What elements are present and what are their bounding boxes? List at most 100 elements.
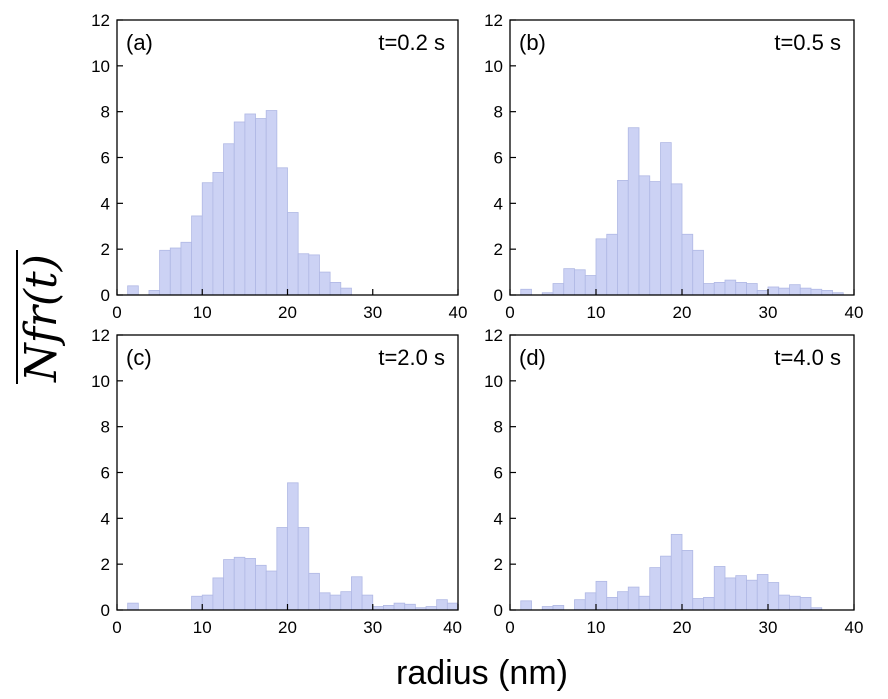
histogram-bar	[670, 183, 683, 296]
histogram-bar	[244, 113, 256, 296]
x-tick-label: 30	[363, 618, 382, 637]
histogram-bar	[233, 121, 246, 296]
histogram-bar	[746, 579, 758, 611]
histogram-bar	[265, 570, 278, 611]
histogram-bar	[148, 290, 161, 296]
x-tick-label: 40	[449, 303, 468, 322]
histogram-panel: 0 2 4 6 8 10 12 0 10 20 30 40 (d) t=4.0 s	[484, 326, 863, 637]
panel-label: (d)	[519, 345, 546, 370]
histogram-bar	[713, 566, 726, 611]
histogram-bar	[799, 287, 812, 296]
histogram-bar	[297, 253, 310, 296]
histogram-bar	[340, 287, 352, 296]
histogram-bar	[276, 527, 288, 611]
histogram-bar	[756, 290, 769, 296]
histogram-bar	[692, 598, 704, 611]
histogram-bar	[223, 143, 235, 296]
histogram-bar	[351, 576, 363, 611]
histogram-bar	[287, 482, 299, 611]
histogram-bar	[436, 599, 448, 611]
y-tick-label: 6	[101, 149, 110, 168]
y-tick-label: 2	[494, 240, 503, 259]
histogram-bar	[584, 592, 597, 611]
y-tick-label: 2	[101, 555, 110, 574]
histogram-bar	[627, 127, 640, 296]
y-tick-label: 4	[101, 509, 110, 528]
time-label: t=2.0 s	[378, 345, 445, 370]
x-tick-label: 20	[278, 303, 297, 322]
y-tick-label: 12	[484, 11, 503, 30]
histogram-panel: 0 2 4 6 8 10 12 0 10 20 30 40 (a) t=0.2 s	[91, 11, 467, 322]
histogram-bar	[127, 602, 139, 611]
x-tick-label: 10	[587, 303, 606, 322]
histogram-bar	[703, 597, 715, 611]
y-tick-label: 2	[101, 240, 110, 259]
histogram-bar	[383, 605, 395, 611]
histogram-bar	[789, 595, 801, 611]
histogram-bar	[212, 171, 224, 296]
histogram-bar	[735, 281, 747, 296]
histogram-bar	[319, 271, 331, 296]
x-tick-label: 0	[505, 303, 514, 322]
y-tick-label: 0	[101, 286, 110, 305]
histogram-bar	[778, 594, 790, 611]
x-axis-label: radius (nm)	[396, 654, 568, 692]
histogram-bar	[287, 212, 299, 296]
histogram-bar	[692, 249, 704, 296]
histogram-bar	[756, 574, 769, 611]
y-tick-label: 4	[494, 509, 503, 528]
x-tick-label: 40	[845, 303, 864, 322]
y-tick-label: 2	[494, 555, 503, 574]
histogram-bar	[638, 175, 651, 296]
y-tick-label: 8	[101, 418, 110, 437]
y-tick-label: 10	[484, 372, 503, 391]
histogram-bar	[520, 288, 532, 296]
histogram-bar	[276, 167, 288, 296]
histogram-bar	[767, 582, 780, 611]
histogram-bar	[617, 591, 629, 611]
histogram-bar	[329, 281, 342, 296]
histogram-bar	[670, 533, 683, 611]
time-label: t=0.5 s	[774, 30, 841, 55]
time-label: t=4.0 s	[774, 345, 841, 370]
histogram-bar	[595, 580, 608, 611]
histogram-bar	[159, 249, 171, 296]
x-tick-label: 10	[587, 618, 606, 637]
histogram-panel: 0 2 4 6 8 10 12 0 10 20 30 40 (b) t=0.5 s	[484, 11, 863, 322]
x-tick-label: 30	[759, 618, 778, 637]
histogram-bar	[681, 233, 694, 296]
y-tick-label: 4	[494, 194, 503, 213]
histogram-bar	[617, 180, 629, 296]
x-tick-label: 20	[673, 618, 692, 637]
histogram-bar	[563, 268, 575, 296]
histogram-bar	[393, 602, 406, 611]
histogram-bar	[703, 283, 715, 296]
histogram-bar	[660, 142, 672, 296]
time-label: t=0.2 s	[378, 30, 445, 55]
histogram-bar	[810, 288, 823, 296]
x-tick-label: 0	[112, 618, 121, 637]
histogram-bar	[361, 594, 374, 611]
y-tick-label: 0	[494, 286, 503, 305]
histogram-bar	[649, 567, 661, 611]
histogram-bar	[724, 279, 737, 296]
histogram-bar	[735, 575, 747, 611]
x-tick-label: 30	[759, 303, 778, 322]
histogram-bar	[552, 605, 565, 611]
histogram-bar	[169, 247, 182, 296]
histogram-bar	[649, 181, 661, 296]
histogram-bar	[201, 182, 214, 296]
histogram-bar	[595, 238, 608, 296]
histogram-bar	[821, 290, 833, 296]
histogram-bar	[584, 275, 597, 296]
y-tick-label: 6	[494, 464, 503, 483]
histogram-bar	[319, 592, 331, 611]
y-tick-label: 12	[91, 326, 110, 345]
histogram-bar	[778, 287, 790, 296]
y-tick-label: 10	[484, 57, 503, 76]
histogram-bar	[799, 597, 812, 611]
histogram-bar	[255, 118, 267, 296]
x-tick-label: 10	[193, 303, 212, 322]
histogram-bar	[713, 281, 726, 296]
